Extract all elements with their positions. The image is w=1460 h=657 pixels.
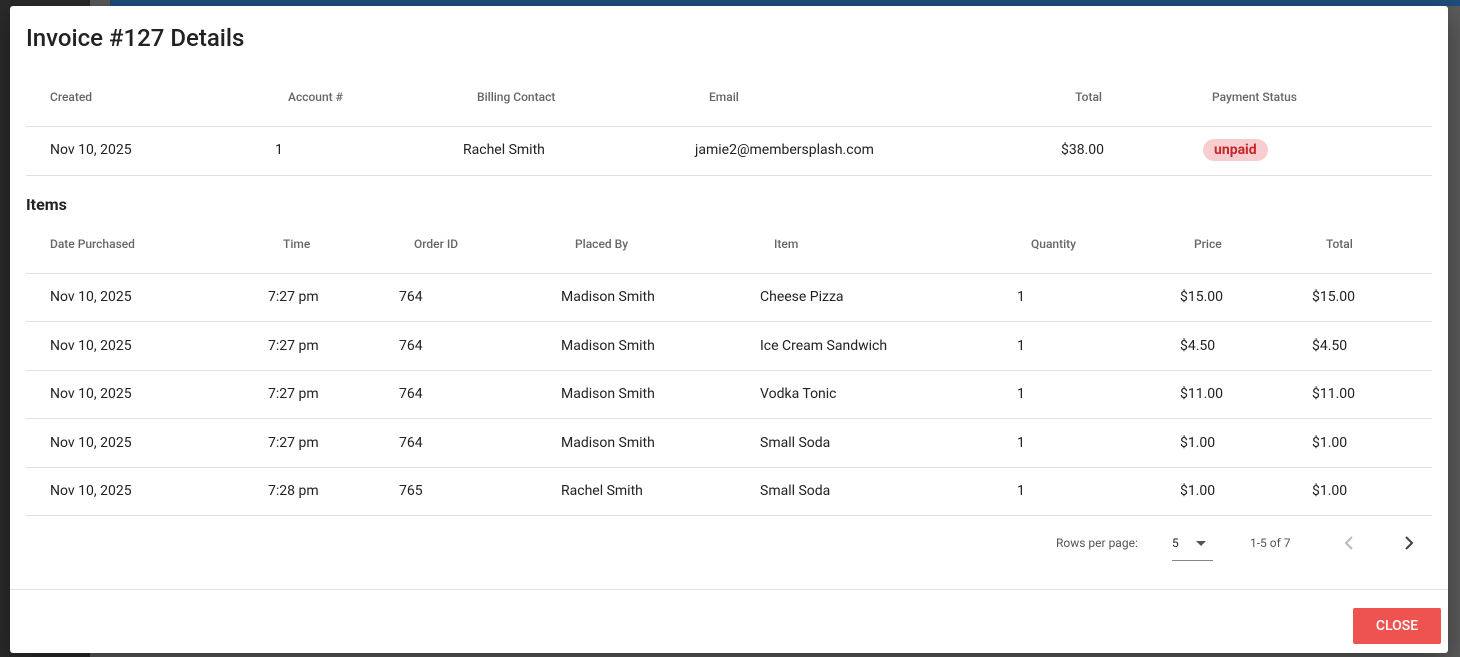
table-cell: 764 <box>399 289 423 305</box>
column-header: Price <box>1194 237 1222 251</box>
table-cell: $11.00 <box>1312 386 1356 402</box>
table-cell: 1 <box>275 142 283 158</box>
column-header: Email <box>709 90 739 104</box>
dropdown-arrow <box>1196 541 1206 546</box>
table-cell: jamie2@membersplash.com <box>695 142 874 158</box>
row-divider <box>26 126 1432 127</box>
items-title: Items <box>26 195 67 214</box>
table-cell: 1 <box>1017 386 1025 402</box>
column-header: Total <box>1326 237 1353 251</box>
table-cell: $1.00 <box>1312 483 1348 499</box>
table-cell: Small Soda <box>760 483 831 499</box>
table-cell: 7:27 pm <box>268 289 319 305</box>
table-cell: $1.00 <box>1180 483 1216 499</box>
table-cell: Nov 10, 2025 <box>50 142 132 158</box>
page-range: 1-5 of 7 <box>1250 536 1291 550</box>
table-cell: $1.00 <box>1180 434 1216 451</box>
table-cell: Nov 10, 2025 <box>50 386 132 402</box>
table-cell: $15.00 <box>1312 289 1356 305</box>
invoice-dialog: Invoice #127 Details Items Rows per page… <box>10 6 1448 653</box>
table-cell: $4.50 <box>1312 337 1348 354</box>
table-cell: Rachel Smith <box>463 142 545 158</box>
column-header: Order ID <box>414 237 459 251</box>
table-cell: Madison Smith <box>561 337 655 354</box>
table-cell: 7:28 pm <box>268 483 319 499</box>
column-header: Item <box>774 237 799 251</box>
row-divider <box>26 467 1432 468</box>
column-header: Payment Status <box>1212 90 1297 104</box>
column-header: Created <box>50 90 93 104</box>
column-header: Placed By <box>575 237 629 251</box>
table-cell: Cheese Pizza <box>760 289 844 305</box>
footer-divider <box>10 589 1448 590</box>
row-divider <box>26 175 1432 176</box>
table-cell: Small Soda <box>760 434 831 451</box>
row-divider <box>26 515 1432 516</box>
table-cell: $4.50 <box>1180 337 1216 354</box>
table-cell: $38.00 <box>1060 142 1104 158</box>
rows-per-page-label: Rows per page: <box>1056 536 1138 550</box>
table-cell: 1 <box>1017 434 1025 451</box>
column-header: Time <box>283 237 311 251</box>
close-button[interactable]: CLOSE <box>1353 608 1441 644</box>
table-cell: $1.00 <box>1312 434 1348 451</box>
column-header: Account # <box>288 90 343 104</box>
table-cell: $15.00 <box>1180 289 1224 305</box>
table-cell: Madison Smith <box>561 386 655 402</box>
column-header: Date Purchased <box>50 237 135 251</box>
column-header: Billing Contact <box>477 90 556 104</box>
table-cell: 765 <box>399 483 423 499</box>
rows-per-page-value: 5 <box>1172 536 1179 550</box>
row-divider <box>26 370 1432 371</box>
table-cell: Nov 10, 2025 <box>50 434 132 451</box>
table-cell: Nov 10, 2025 <box>50 483 132 499</box>
column-header: Total <box>1075 90 1102 104</box>
next-page-button[interactable] <box>1398 533 1418 553</box>
table-cell: Vodka Tonic <box>760 386 837 402</box>
table-cell: 1 <box>1017 289 1025 305</box>
row-divider <box>26 273 1432 274</box>
table-cell: 1 <box>1017 337 1025 354</box>
table-cell: Nov 10, 2025 <box>50 337 132 354</box>
table-cell: 764 <box>399 434 423 451</box>
status-chip: unpaid <box>1203 139 1268 161</box>
table-cell: 7:27 pm <box>268 386 319 402</box>
table-cell: $11.00 <box>1180 386 1224 402</box>
table-cell: 764 <box>399 386 423 402</box>
app-bar <box>110 0 1460 6</box>
column-header: Quantity <box>1031 237 1077 251</box>
row-divider <box>26 418 1432 419</box>
prev-page-button[interactable] <box>1340 533 1360 553</box>
table-cell: 1 <box>1017 483 1025 499</box>
table-cell: 7:27 pm <box>268 434 319 451</box>
table-cell: 7:27 pm <box>268 337 319 354</box>
rows-per-page-select[interactable]: 5 <box>1172 532 1213 561</box>
row-divider <box>26 321 1432 322</box>
table-cell: Madison Smith <box>561 434 655 451</box>
dialog-title: Invoice #127 Details <box>26 24 245 52</box>
table-cell: 764 <box>399 337 423 354</box>
table-cell: Rachel Smith <box>561 483 643 499</box>
table-cell: Nov 10, 2025 <box>50 289 132 305</box>
table-cell: Madison Smith <box>561 289 655 305</box>
table-cell: Ice Cream Sandwich <box>760 337 888 354</box>
